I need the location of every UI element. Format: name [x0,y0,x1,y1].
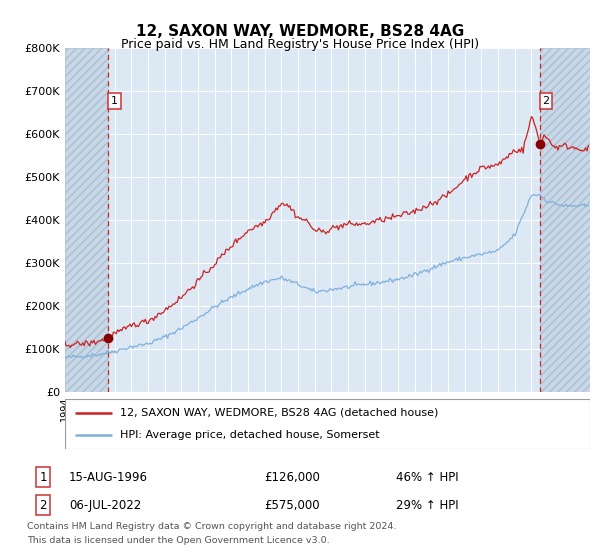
Bar [65,48,109,392]
Text: 06-JUL-2022: 06-JUL-2022 [69,498,141,512]
Bar [540,48,590,392]
Text: 12, SAXON WAY, WEDMORE, BS28 4AG (detached house): 12, SAXON WAY, WEDMORE, BS28 4AG (detach… [120,408,438,418]
Text: Price paid vs. HM Land Registry's House Price Index (HPI): Price paid vs. HM Land Registry's House … [121,38,479,51]
Text: £575,000: £575,000 [264,498,320,512]
Text: 46% ↑ HPI: 46% ↑ HPI [396,470,458,484]
Text: Contains HM Land Registry data © Crown copyright and database right 2024.: Contains HM Land Registry data © Crown c… [27,522,397,531]
Text: £126,000: £126,000 [264,470,320,484]
Bar [540,48,590,392]
Text: HPI: Average price, detached house, Somerset: HPI: Average price, detached house, Some… [120,430,380,440]
Text: 12, SAXON WAY, WEDMORE, BS28 4AG: 12, SAXON WAY, WEDMORE, BS28 4AG [136,24,464,39]
Text: 1: 1 [111,96,118,106]
Text: 29% ↑ HPI: 29% ↑ HPI [396,498,458,512]
Text: 2: 2 [542,96,550,106]
Text: This data is licensed under the Open Government Licence v3.0.: This data is licensed under the Open Gov… [27,536,329,545]
Bar [65,48,109,392]
Text: 1: 1 [40,470,47,484]
Text: 2: 2 [40,498,47,512]
Text: 15-AUG-1996: 15-AUG-1996 [69,470,148,484]
